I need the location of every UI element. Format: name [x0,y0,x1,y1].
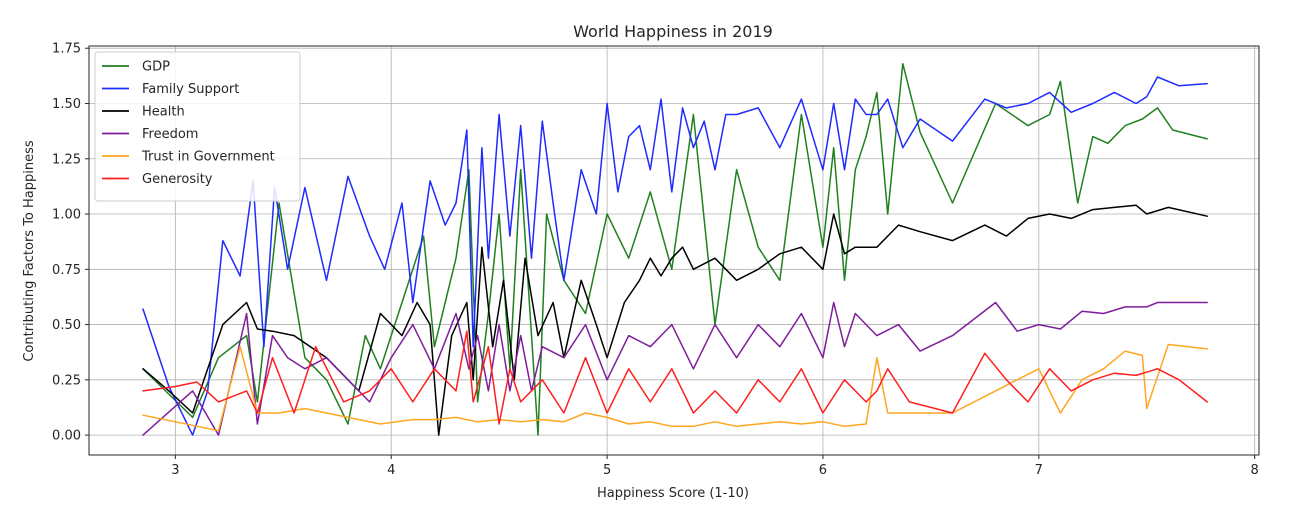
x-tick-label: 6 [819,463,827,478]
legend-label-freedom: Freedom [142,127,198,142]
y-tick-label: 1.75 [52,42,81,57]
legend-label-gdp: GDP [142,60,170,75]
series-line-family-support [142,76,1208,436]
y-tick-label: 1.50 [52,97,81,112]
legend-box [94,51,301,202]
legend-label-family-support: Family Support [142,82,239,97]
series-line-gdp [142,62,1208,436]
x-axis: 3 4 5 6 7 8 [171,455,1259,478]
y-tick-label: 0.00 [52,429,81,444]
legend-label-trust-in-government: Trust in Government [141,150,275,165]
legend: GDP Family Support Health Freedom Trust in G… [94,51,301,202]
x-tick-label: 4 [387,463,395,478]
series-line-generosity [142,330,1208,425]
y-axis-title: Contributing Factors To Happiness [22,140,37,362]
series-line-freedom [142,301,1208,436]
x-tick-label: 3 [171,463,179,478]
y-tick-label: 0.75 [52,263,81,278]
y-tick-label: 1.25 [52,152,81,167]
legend-label-health: Health [142,105,185,120]
legend-label-generosity: Generosity [142,172,213,187]
y-tick-label: 0.50 [52,318,81,333]
x-axis-title: Happiness Score (1-10) [597,486,749,501]
y-axis: 0.00 0.25 0.50 0.75 1.00 1.25 1.50 1.75 [52,42,89,444]
series-line-trust-in-government [142,343,1208,432]
x-tick-label: 7 [1035,463,1043,478]
x-tick-label: 8 [1251,463,1259,478]
series-line-health [142,204,1208,436]
series-group [142,62,1208,436]
y-tick-label: 0.25 [52,373,81,388]
chart-title: World Happiness in 2019 [573,22,773,41]
x-tick-label: 5 [603,463,611,478]
y-tick-label: 1.00 [52,208,81,223]
plot-frame [88,45,1260,456]
